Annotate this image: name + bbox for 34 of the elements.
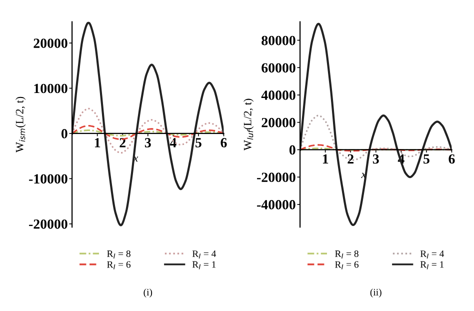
legend-label: R$_{I}$ = 1 [192, 261, 216, 270]
x-tick-label: 6 [448, 154, 455, 164]
y-tick-label: -40000 [257, 200, 296, 210]
y-tick-label: -20000 [257, 172, 296, 182]
x-tick-label: 3 [372, 154, 379, 164]
x-tick-label: 4 [170, 138, 176, 148]
legend-label: R$_{I}$ = 4 [192, 250, 216, 259]
x-tick-label: 5 [424, 154, 430, 164]
y-tick-label: -10000 [29, 174, 68, 184]
y-tick-label: 80000 [262, 36, 296, 46]
x-tick-label: 2 [348, 154, 354, 164]
x-tick-label: 6 [220, 138, 227, 148]
legend-label: R$_{I}$ = 6 [107, 261, 131, 270]
text: (ii) [370, 288, 382, 298]
y-tick-label: 20000 [34, 38, 68, 48]
y-tick-label: 40000 [261, 90, 296, 100]
x-tick-label: 1 [94, 138, 100, 148]
legend-label: R$_{I}$ = 6 [335, 261, 359, 270]
y-tick-label: 60000 [262, 63, 296, 73]
legend-label: R$_{I}$ = 1 [420, 261, 444, 270]
legend-label: R$_{I}$ = 8 [335, 250, 358, 258]
y-tick-label: 20000 [262, 118, 296, 128]
y-tick-label: 0 [289, 145, 296, 155]
x-tick-label: 3 [144, 138, 151, 148]
y-axis-title: W$_{luf}$(L/2, t) [244, 98, 254, 150]
legend-label: R$_{I}$ = 4 [420, 250, 444, 259]
y-tick-label: 10000 [34, 84, 68, 94]
x-tick-label: 1 [322, 154, 328, 164]
y-axis-title: W$_{ism}$(L/2, t) [16, 96, 26, 152]
y-tick-label: -20000 [29, 219, 68, 229]
text: (i) [144, 288, 152, 298]
y-tick-label: 0 [61, 129, 68, 138]
legend-label: R$_{I}$ = 8 [107, 250, 130, 258]
x-tick-label: 5 [196, 138, 202, 148]
